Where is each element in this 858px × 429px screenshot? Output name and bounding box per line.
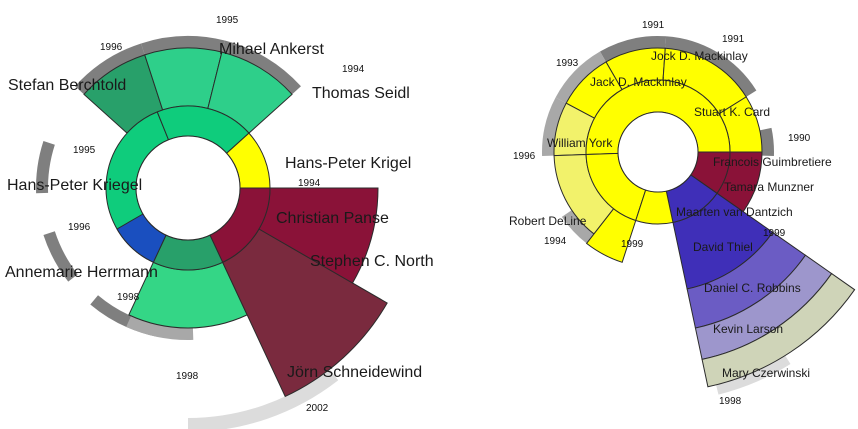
author-label-annemarie-herrmann: Annemarie Herrmann <box>5 264 158 281</box>
author-label-mary-czerwinski: Mary Czerwinski <box>722 366 810 380</box>
right-sunburst <box>542 35 856 395</box>
author-label-christian-panse: Christian Panse <box>276 210 389 227</box>
sunburst-center <box>135 135 241 241</box>
year-band <box>561 210 594 244</box>
year-label: 2002 <box>306 403 329 414</box>
author-label-stuart-k-card: Stuart K. Card <box>694 105 770 119</box>
year-label: 1999 <box>763 228 786 239</box>
year-band <box>600 35 667 62</box>
year-label: 1994 <box>342 64 365 75</box>
year-band <box>715 353 791 395</box>
year-band <box>188 369 339 429</box>
year-label: 1998 <box>117 292 140 303</box>
author-label-mihael-ankerst: Mihael Ankerst <box>219 41 324 58</box>
author-label-david-thiel: David Thiel <box>693 240 753 254</box>
year-label: 1998 <box>176 371 199 382</box>
author-label-hans-peter-krigel: Hans-Peter Krigel <box>285 155 411 172</box>
year-band <box>710 51 757 97</box>
segment-mary-czerwinski <box>701 272 856 388</box>
year-label: 1991 <box>722 34 745 45</box>
author-label-william-york: William York <box>547 136 613 150</box>
sunburst-center <box>617 111 699 193</box>
author-label-tamara-munzner: Tamara Munzner <box>724 180 814 194</box>
year-band <box>126 315 194 340</box>
author-label-jock-d-mackinlay: Jock D. Mackinlay <box>651 49 748 63</box>
year-label: 1994 <box>544 236 567 247</box>
year-band <box>665 36 716 62</box>
author-label-daniel-c-robbins: Daniel C. Robbins <box>704 281 801 295</box>
year-label: 1995 <box>73 145 96 156</box>
year-label: 1998 <box>719 396 742 407</box>
author-label-stephen-c-north: Stephen C. North <box>310 253 434 270</box>
left-sunburst <box>36 36 388 429</box>
author-label-francois-guimbretiere: Francois Guimbretiere <box>713 155 832 169</box>
year-label: 1990 <box>788 133 811 144</box>
year-label: 1994 <box>298 178 321 189</box>
year-band <box>759 127 774 157</box>
author-label-stefan-berchtold: Stefan Berchtold <box>8 77 126 94</box>
author-label-jack-d-mackinlay: Jack D. Mackinlay <box>590 75 687 89</box>
author-label-hans-peter-kriegel: Hans-Peter Kriegel <box>7 177 142 194</box>
author-label-thomas-seidl: Thomas Seidl <box>312 85 410 102</box>
year-label: 1991 <box>642 20 665 31</box>
year-band <box>36 141 55 194</box>
year-band <box>43 231 78 282</box>
year-band <box>75 43 145 95</box>
year-label: 1996 <box>68 222 91 233</box>
author-label-jorn-schneidewind: Jörn Schneidewind <box>287 364 422 381</box>
year-band <box>555 51 606 104</box>
year-label: 1996 <box>100 42 123 53</box>
author-label-robert-deline: Robert DeLine <box>509 214 587 228</box>
year-band <box>221 40 301 95</box>
year-label: 1993 <box>556 58 579 69</box>
year-label: 1996 <box>513 151 536 162</box>
author-label-maarten-van-dantzich: Maarten van Dantzich <box>676 205 793 219</box>
year-label: 1995 <box>216 15 239 26</box>
year-label: 1999 <box>621 239 644 250</box>
labels-layer: Stefan Berchtold Mihael Ankerst Thomas S… <box>5 15 832 414</box>
author-label-kevin-larson: Kevin Larson <box>713 322 783 336</box>
year-band <box>542 97 567 157</box>
